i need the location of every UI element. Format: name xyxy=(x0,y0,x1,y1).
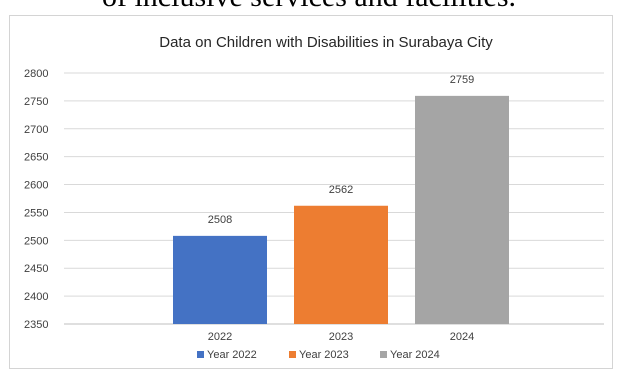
y-tick-label: 2650 xyxy=(24,152,48,164)
x-tick-label: 2023 xyxy=(329,331,353,343)
bars: 2508 2562 2759 xyxy=(173,74,509,324)
legend-label: Year 2022 xyxy=(207,349,257,361)
y-tick-label: 2500 xyxy=(24,235,48,247)
y-tick-label: 2400 xyxy=(24,291,48,303)
data-label: 2759 xyxy=(450,74,474,86)
data-label: 2562 xyxy=(329,184,353,196)
y-axis: 2350 2400 2450 2500 2550 2600 2650 2700 2750 2800 xyxy=(24,68,48,331)
y-tick-label: 2550 xyxy=(24,207,48,219)
chart-title: Data on Children with Disabilities in Su… xyxy=(159,34,493,51)
bar-2022 xyxy=(173,235,267,324)
legend-swatch xyxy=(197,351,204,358)
y-tick-label: 2350 xyxy=(24,319,48,331)
clipped-body-text: of inclusive services and facilities. xyxy=(0,0,618,14)
legend: Year 2022 Year 2023 Year 2024 xyxy=(197,349,440,361)
x-tick-label: 2022 xyxy=(208,331,232,343)
bar-2024 xyxy=(415,95,509,324)
y-tick-label: 2600 xyxy=(24,180,48,192)
legend-label: Year 2024 xyxy=(390,349,440,361)
x-axis: 2022 2023 2024 xyxy=(208,331,474,343)
legend-swatch xyxy=(289,351,296,358)
y-tick-label: 2450 xyxy=(24,263,48,275)
legend-swatch xyxy=(380,351,387,358)
legend-label: Year 2023 xyxy=(299,349,349,361)
y-tick-label: 2750 xyxy=(24,96,48,108)
x-tick-label: 2024 xyxy=(450,331,474,343)
y-tick-label: 2700 xyxy=(24,124,48,136)
y-tick-label: 2800 xyxy=(24,68,48,80)
data-label: 2508 xyxy=(208,214,232,226)
bar-2023 xyxy=(294,205,388,324)
